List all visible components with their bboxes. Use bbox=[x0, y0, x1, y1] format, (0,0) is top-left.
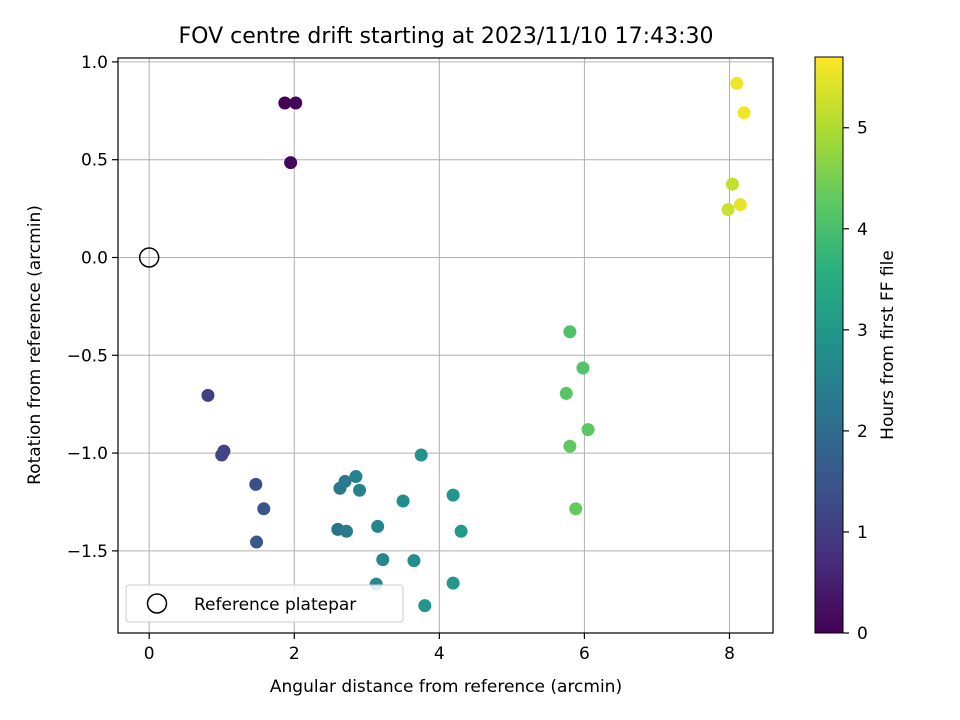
scatter-point bbox=[250, 535, 264, 549]
scatter-point bbox=[563, 439, 577, 453]
grid-lines bbox=[118, 58, 773, 633]
scatter-point bbox=[581, 423, 595, 437]
y-tick-label: 0.5 bbox=[81, 151, 108, 171]
scatter-point bbox=[201, 388, 215, 402]
scatter-point bbox=[414, 448, 428, 462]
reference-marker bbox=[138, 247, 160, 268]
scatter-point bbox=[371, 519, 385, 533]
scatter-point bbox=[339, 524, 353, 538]
scatter-point bbox=[730, 76, 744, 90]
scatter-point bbox=[249, 477, 263, 491]
x-tick-label: 4 bbox=[434, 644, 445, 664]
colorbar-ticks: 0 1 2 3 4 5 bbox=[843, 119, 868, 644]
scatter-point bbox=[257, 502, 271, 516]
legend: Reference platepar bbox=[125, 584, 404, 623]
x-axis-label: Angular distance from reference (arcmin) bbox=[270, 677, 622, 697]
scatter-point bbox=[559, 386, 573, 400]
reference-point bbox=[138, 247, 160, 268]
data-points bbox=[201, 76, 751, 613]
scatter-point bbox=[721, 203, 735, 217]
scatter-point bbox=[569, 502, 583, 516]
chart-title: FOV centre drift starting at 2023/11/10 … bbox=[179, 24, 714, 49]
scatter-point bbox=[284, 156, 298, 170]
scatter-point bbox=[289, 96, 303, 110]
scatter-point bbox=[454, 524, 468, 538]
x-tick-label: 6 bbox=[579, 644, 590, 664]
scatter-point bbox=[376, 553, 390, 567]
scatter-point bbox=[446, 576, 460, 590]
y-tick-label: 1.0 bbox=[81, 53, 108, 73]
y-axis-ticks: 1.0 0.5 0.0 −0.5 −1.0 −1.5 bbox=[67, 53, 118, 562]
scatter-point bbox=[563, 325, 577, 339]
colorbar-tick-label: 2 bbox=[857, 422, 868, 442]
scatter-point bbox=[737, 106, 751, 120]
legend-label-reference: Reference platepar bbox=[194, 595, 356, 615]
y-axis-label: Rotation from reference (arcmin) bbox=[25, 205, 45, 485]
colorbar-tick-label: 4 bbox=[857, 220, 868, 240]
scatter-point bbox=[338, 474, 352, 488]
scatter-point bbox=[446, 488, 460, 502]
scatter-point bbox=[733, 198, 747, 212]
scatter-point bbox=[353, 483, 367, 497]
x-tick-label: 8 bbox=[724, 644, 735, 664]
x-tick-label: 0 bbox=[144, 644, 155, 664]
colorbar-tick-label: 5 bbox=[857, 119, 868, 139]
y-tick-label: 0.0 bbox=[81, 248, 108, 268]
scatter-point bbox=[349, 470, 363, 484]
x-tick-label: 2 bbox=[289, 644, 300, 664]
y-tick-label: −0.5 bbox=[67, 346, 108, 366]
y-tick-label: −1.0 bbox=[67, 444, 108, 464]
colorbar-label: Hours from first FF file bbox=[878, 250, 898, 440]
colorbar bbox=[814, 56, 844, 634]
colorbar-tick-label: 1 bbox=[857, 523, 868, 543]
scatter-point bbox=[418, 599, 432, 613]
scatter-point bbox=[407, 554, 421, 568]
legend-marker-reference bbox=[146, 593, 168, 614]
y-tick-label: −1.5 bbox=[67, 542, 108, 562]
x-axis-ticks: 0 2 4 6 8 bbox=[144, 633, 735, 664]
legend-box bbox=[125, 584, 404, 623]
scatter-point bbox=[725, 177, 739, 191]
scatter-point bbox=[396, 494, 410, 508]
colorbar-tick-label: 3 bbox=[857, 321, 868, 341]
colorbar-tick-label: 0 bbox=[857, 624, 868, 644]
plot-frame bbox=[117, 57, 774, 634]
scatter-point bbox=[576, 361, 590, 375]
scatter-point bbox=[278, 96, 292, 110]
scatter-point bbox=[215, 448, 229, 462]
